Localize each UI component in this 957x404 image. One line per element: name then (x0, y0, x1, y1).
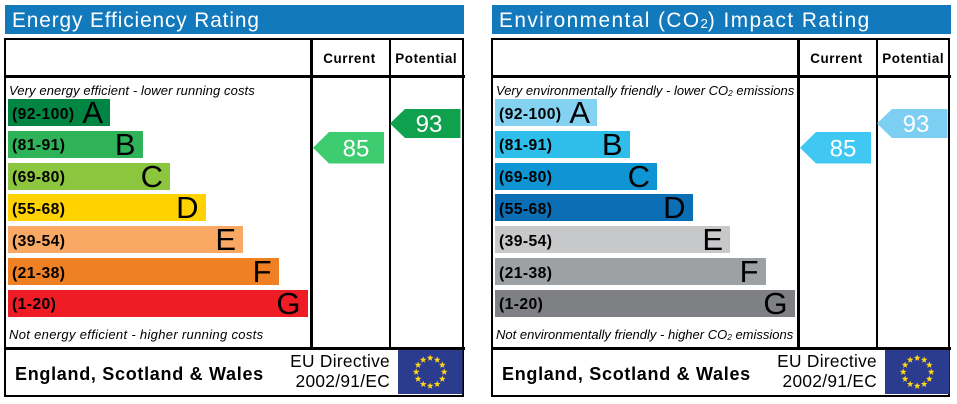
svg-text:93: 93 (416, 111, 443, 138)
svg-text:93: 93 (903, 111, 930, 138)
svg-text:85: 85 (343, 135, 370, 162)
svg-text:85: 85 (830, 135, 857, 162)
